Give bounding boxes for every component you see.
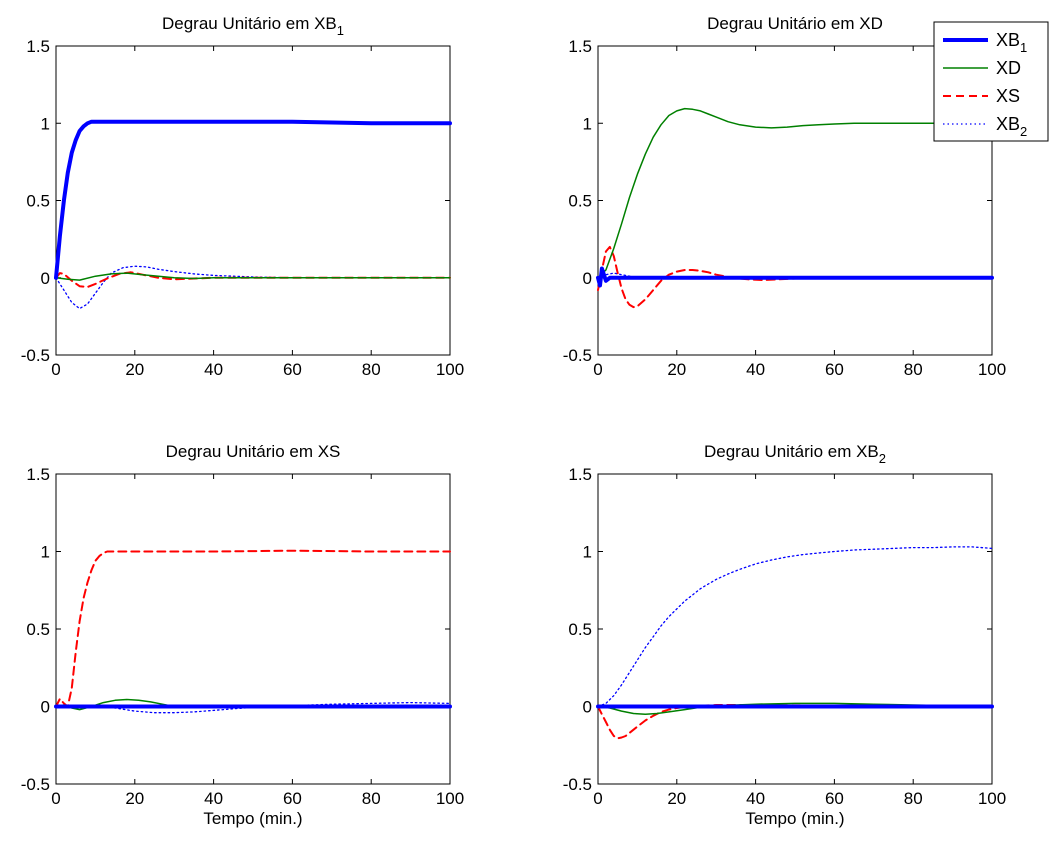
y-tick-label: 0.5 [26,620,50,639]
y-tick-label: 0 [41,269,50,288]
series-line-xd [597,107,993,279]
x-tick-label: 40 [746,789,765,808]
x-tick-label: 60 [283,789,302,808]
legend-label-xs: XS [996,86,1020,106]
x-tick-label: 0 [51,789,60,808]
legend-label-xb2-main: XB [996,114,1020,134]
y-tick-label: 1.5 [26,37,50,56]
x-tick-label: 80 [362,360,381,379]
chart-title-main: Degrau Unitário em XB [162,14,337,33]
y-tick-label: -0.5 [563,775,592,794]
x-tick-label: 100 [978,360,1006,379]
y-tick-label: -0.5 [563,346,592,365]
x-tick-label: 60 [825,360,844,379]
y-tick-label: 1 [41,114,50,133]
plot-area [597,473,993,785]
chart-title-main: Degrau Unitário em XD [707,14,883,33]
x-tick-label: 80 [362,789,381,808]
x-tick-label: 20 [667,789,686,808]
y-tick-label: 1 [583,543,592,562]
y-tick-label: 1 [583,114,592,133]
series-line-xb2 [55,701,451,714]
y-tick-label: 0.5 [26,192,50,211]
legend-label-xd-main: XD [996,58,1021,78]
series-line-xd [55,272,451,281]
legend-label-xb1-main: XB [996,30,1020,50]
legend-label-xb2-subscript: 2 [1020,124,1027,139]
series-line-xb2 [597,272,993,279]
chart-title-subscript: 1 [337,23,344,38]
x-tick-label: 0 [593,789,602,808]
y-tick-label: -0.5 [21,775,50,794]
y-tick-label: -0.5 [21,346,50,365]
legend-label-xb1: XB1 [996,30,1027,55]
chart-title-subscript: 2 [879,451,886,466]
chart-title-main: Degrau Unitário em XS [166,442,341,461]
chart-title: Degrau Unitário em XS [166,442,341,461]
series-line-xb1 [596,266,994,288]
plot-area [597,45,993,356]
chart-title: Degrau Unitário em XB1 [162,14,344,38]
y-tick-label: 0 [583,269,592,288]
series-line-xb2 [55,265,451,310]
series-line-xb2 [597,546,993,708]
x-axis-label: Tempo (min.) [203,809,302,828]
series-line-xs [55,549,451,708]
x-tick-label: 100 [436,360,464,379]
legend-label-xs-main: XS [996,86,1020,106]
x-tick-label: 80 [904,360,923,379]
x-tick-label: 40 [746,360,765,379]
y-tick-label: 0 [583,698,592,717]
x-tick-label: 20 [667,360,686,379]
x-tick-label: 20 [125,360,144,379]
y-tick-label: 1.5 [568,37,592,56]
x-axis-label: Tempo (min.) [745,809,844,828]
legend-label-xd: XD [996,58,1021,78]
x-tick-label: 0 [51,360,60,379]
chart-title: Degrau Unitário em XB2 [704,442,886,466]
x-tick-label: 100 [436,789,464,808]
y-tick-label: 0.5 [568,192,592,211]
legend-label-xb1-subscript: 1 [1020,40,1027,55]
x-tick-label: 40 [204,360,223,379]
chart-title-main: Degrau Unitário em XB [704,442,879,461]
y-tick-label: 1.5 [568,465,592,484]
y-tick-label: 1.5 [26,465,50,484]
x-tick-label: 60 [825,789,844,808]
x-tick-label: 100 [978,789,1006,808]
y-tick-label: 1 [41,543,50,562]
series-line-xb1 [54,119,452,280]
series-line-xs [597,704,993,740]
x-tick-label: 20 [125,789,144,808]
x-tick-label: 60 [283,360,302,379]
legend-label-xb2: XB2 [996,114,1027,139]
plot-area [55,45,451,356]
y-tick-label: 0 [41,698,50,717]
x-tick-label: 40 [204,789,223,808]
plot-area [55,473,451,785]
x-tick-label: 80 [904,789,923,808]
x-tick-label: 0 [593,360,602,379]
y-tick-label: 0.5 [568,620,592,639]
chart-title: Degrau Unitário em XD [707,14,883,33]
